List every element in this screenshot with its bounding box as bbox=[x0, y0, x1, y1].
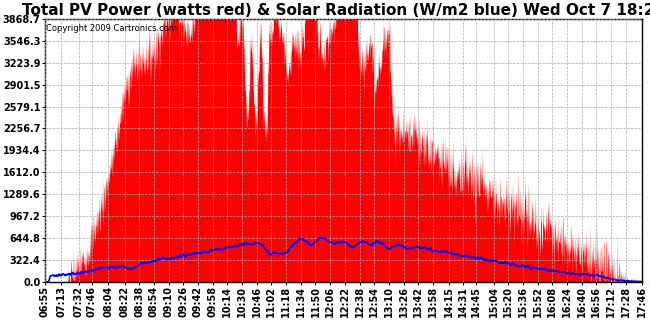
Title: Total PV Power (watts red) & Solar Radiation (W/m2 blue) Wed Oct 7 18:23: Total PV Power (watts red) & Solar Radia… bbox=[22, 3, 650, 18]
Text: Copyright 2009 Cartronics.com: Copyright 2009 Cartronics.com bbox=[46, 24, 177, 33]
